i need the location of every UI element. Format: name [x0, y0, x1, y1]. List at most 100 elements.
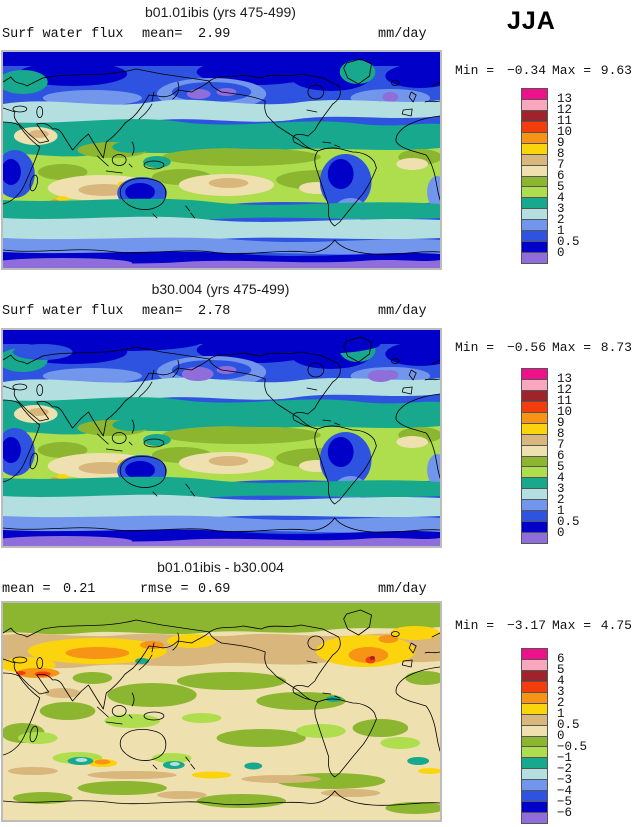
colorbar-tick-label: 2 — [557, 212, 565, 227]
colorbar-box — [522, 231, 547, 243]
panel-2-colorbar: 13 12 11 10 9 8 7 6 5 4 3 2 1 0.5 0 — [521, 368, 631, 544]
colorbar-tick-label: 11 — [557, 113, 573, 128]
min-value: −0.56 — [506, 340, 546, 355]
colorbar-tick-label: 2 — [557, 695, 565, 710]
colorbar-box — [522, 681, 547, 693]
colorbar-box — [522, 456, 547, 468]
panel-2-variable-label: Surf water flux — [2, 304, 124, 319]
world-map-difference — [1, 601, 442, 822]
panel-3-units-label: mm/day — [378, 582, 427, 597]
colorbar-box — [522, 736, 547, 748]
colorbar-box — [522, 401, 547, 413]
colorbar-tick-label: −0.5 — [557, 739, 588, 754]
season-label: JJA — [507, 7, 556, 35]
colorbar-box — [522, 412, 547, 424]
colorbar-box — [522, 445, 547, 457]
colorbar-box — [522, 813, 547, 823]
colorbar-tick-label: 4 — [557, 190, 565, 205]
panel-2-mean-value: 2.78 — [198, 304, 231, 319]
min-label: Min = — [455, 618, 495, 633]
colorbar-tick-label: 0.5 — [557, 717, 580, 732]
colorbar-tick-label: 10 — [557, 124, 573, 139]
colorbar-tick-label: 6 — [557, 651, 565, 666]
colorbar-tick-label: −2 — [557, 761, 573, 776]
panel-3-stats: mean = 0.21 rmse = 0.69 mm/day — [0, 582, 441, 599]
colorbar-boxes — [521, 368, 548, 544]
colorbar-tick-label: 5 — [557, 179, 565, 194]
colorbar-tick-label: 6 — [557, 168, 565, 183]
panel-1-mean-label: mean= — [142, 27, 183, 42]
colorbar-tick-label: 5 — [557, 459, 565, 474]
colorbar-tick-label: 12 — [557, 382, 573, 397]
panel-3-rmse-value: 0.69 — [198, 582, 231, 597]
colorbar-box — [522, 692, 547, 704]
colorbar-box — [522, 379, 547, 391]
colorbar-tick-label: 8 — [557, 426, 565, 441]
colorbar-tick-label: 1 — [557, 706, 565, 721]
colorbar-tick-label: 2 — [557, 492, 565, 507]
min-label: Min = — [455, 63, 495, 78]
colorbar-box — [522, 802, 547, 814]
colorbar-tick-label: 13 — [557, 91, 573, 106]
world-map-2 — [1, 328, 442, 548]
colorbar-tick-label: 13 — [557, 371, 573, 386]
max-label: Max = — [552, 340, 592, 355]
colorbar-box — [522, 253, 547, 263]
colorbar-box — [522, 533, 547, 543]
colorbar-box — [522, 198, 547, 210]
colorbar-box — [522, 791, 547, 803]
colorbar-box — [522, 703, 547, 715]
world-map-1 — [1, 50, 442, 270]
min-label: Min = — [455, 340, 495, 355]
max-value: 8.73 — [600, 340, 632, 355]
panel-1-colorbar: 13 12 11 10 9 8 7 6 5 4 3 2 1 0.5 0 — [521, 88, 631, 264]
world-map-1-svg — [3, 52, 440, 268]
panel-1-stats: Surf water flux mean= 2.99 mm/day — [0, 27, 441, 44]
colorbar-box — [522, 242, 547, 254]
panel-1-title: b01.01ibis (yrs 475-499) — [145, 4, 296, 20]
colorbar-box — [522, 758, 547, 770]
colorbar-boxes — [521, 88, 548, 264]
colorbar-tick-label: 0 — [557, 728, 565, 743]
colorbar-box — [522, 747, 547, 759]
panel-1-units-label: mm/day — [378, 27, 427, 42]
world-map-2-svg — [3, 330, 440, 546]
panel-1-mean-value: 2.99 — [198, 27, 231, 42]
colorbar-tick-label: 7 — [557, 437, 565, 452]
colorbar-box — [522, 769, 547, 781]
colorbar-boxes — [521, 648, 548, 824]
colorbar-box — [522, 165, 547, 177]
colorbar-box — [522, 143, 547, 155]
colorbar-box — [522, 659, 547, 671]
colorbar-tick-label: −6 — [557, 805, 573, 820]
colorbar-box — [522, 390, 547, 402]
colorbar-box — [522, 99, 547, 111]
colorbar-box — [522, 132, 547, 144]
colorbar-tick-label: 5 — [557, 662, 565, 677]
max-label: Max = — [552, 63, 592, 78]
colorbar-tick-label: 4 — [557, 470, 565, 485]
colorbar-box — [522, 467, 547, 479]
colorbar-box — [522, 209, 547, 221]
colorbar-box — [522, 220, 547, 232]
colorbar-box — [522, 423, 547, 435]
colorbar-box — [522, 714, 547, 726]
colorbar-tick-label: 0 — [557, 245, 565, 260]
colorbar-tick-label: 3 — [557, 684, 565, 699]
max-value: 4.75 — [600, 618, 632, 633]
min-value: −0.34 — [506, 63, 546, 78]
colorbar-box — [522, 511, 547, 523]
colorbar-tick-label: 11 — [557, 393, 573, 408]
colorbar-box — [522, 110, 547, 122]
panel-2-stats: Surf water flux mean= 2.78 mm/day — [0, 304, 441, 321]
colorbar-box — [522, 121, 547, 133]
colorbar-tick-label: 6 — [557, 448, 565, 463]
colorbar-box — [522, 187, 547, 199]
panel-2-units-label: mm/day — [378, 304, 427, 319]
panel-1-legend: Min = −0.34 Max = 9.63 13 12 11 10 9 8 7 6 5 4 3 2 1… — [440, 63, 634, 273]
colorbar-box — [522, 780, 547, 792]
colorbar-tick-label: 0.5 — [557, 514, 580, 529]
colorbar-box — [522, 369, 547, 380]
colorbar-tick-label: 12 — [557, 102, 573, 117]
